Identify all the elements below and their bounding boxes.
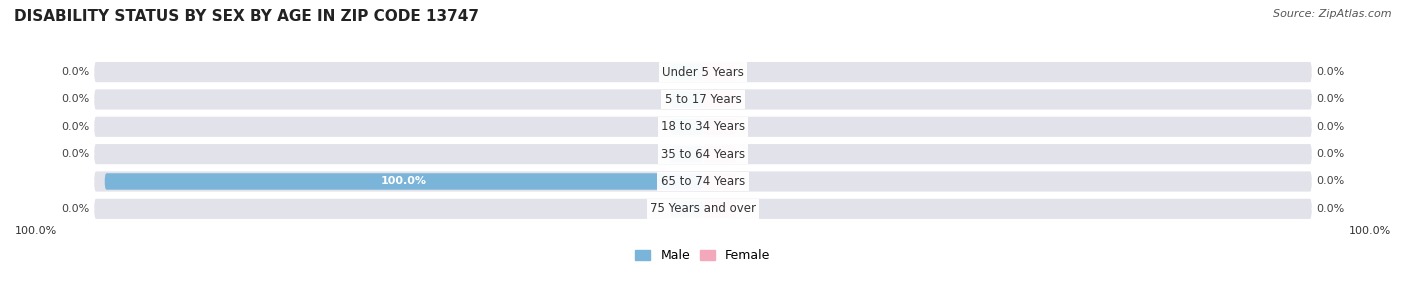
Text: 0.0%: 0.0% (1316, 149, 1344, 159)
FancyBboxPatch shape (93, 61, 1313, 84)
Text: 0.0%: 0.0% (62, 95, 90, 104)
FancyBboxPatch shape (671, 91, 703, 108)
Text: 100.0%: 100.0% (381, 177, 427, 186)
FancyBboxPatch shape (93, 88, 1313, 111)
Text: 0.0%: 0.0% (1316, 122, 1344, 132)
Text: 65 to 74 Years: 65 to 74 Years (661, 175, 745, 188)
Legend: Male, Female: Male, Female (636, 249, 770, 262)
FancyBboxPatch shape (671, 146, 703, 162)
FancyBboxPatch shape (703, 64, 735, 80)
FancyBboxPatch shape (93, 115, 1313, 138)
Text: 0.0%: 0.0% (62, 149, 90, 159)
FancyBboxPatch shape (703, 91, 735, 108)
Text: 0.0%: 0.0% (62, 67, 90, 77)
Text: 75 Years and over: 75 Years and over (650, 202, 756, 215)
FancyBboxPatch shape (703, 146, 735, 162)
Text: 100.0%: 100.0% (15, 226, 58, 236)
Text: Source: ZipAtlas.com: Source: ZipAtlas.com (1274, 9, 1392, 19)
Text: 35 to 64 Years: 35 to 64 Years (661, 148, 745, 161)
FancyBboxPatch shape (703, 201, 735, 217)
FancyBboxPatch shape (671, 64, 703, 80)
Text: 0.0%: 0.0% (62, 122, 90, 132)
FancyBboxPatch shape (703, 119, 735, 135)
FancyBboxPatch shape (671, 119, 703, 135)
FancyBboxPatch shape (671, 201, 703, 217)
Text: 0.0%: 0.0% (1316, 177, 1344, 186)
Text: 100.0%: 100.0% (1348, 226, 1391, 236)
Text: Under 5 Years: Under 5 Years (662, 66, 744, 79)
Text: 0.0%: 0.0% (1316, 204, 1344, 214)
Text: 0.0%: 0.0% (1316, 95, 1344, 104)
Text: 0.0%: 0.0% (1316, 67, 1344, 77)
FancyBboxPatch shape (104, 173, 703, 190)
Text: DISABILITY STATUS BY SEX BY AGE IN ZIP CODE 13747: DISABILITY STATUS BY SEX BY AGE IN ZIP C… (14, 9, 479, 24)
FancyBboxPatch shape (703, 173, 735, 190)
FancyBboxPatch shape (93, 197, 1313, 220)
Text: 5 to 17 Years: 5 to 17 Years (665, 93, 741, 106)
FancyBboxPatch shape (93, 170, 1313, 193)
FancyBboxPatch shape (93, 143, 1313, 166)
Text: 0.0%: 0.0% (62, 204, 90, 214)
Text: 18 to 34 Years: 18 to 34 Years (661, 120, 745, 133)
